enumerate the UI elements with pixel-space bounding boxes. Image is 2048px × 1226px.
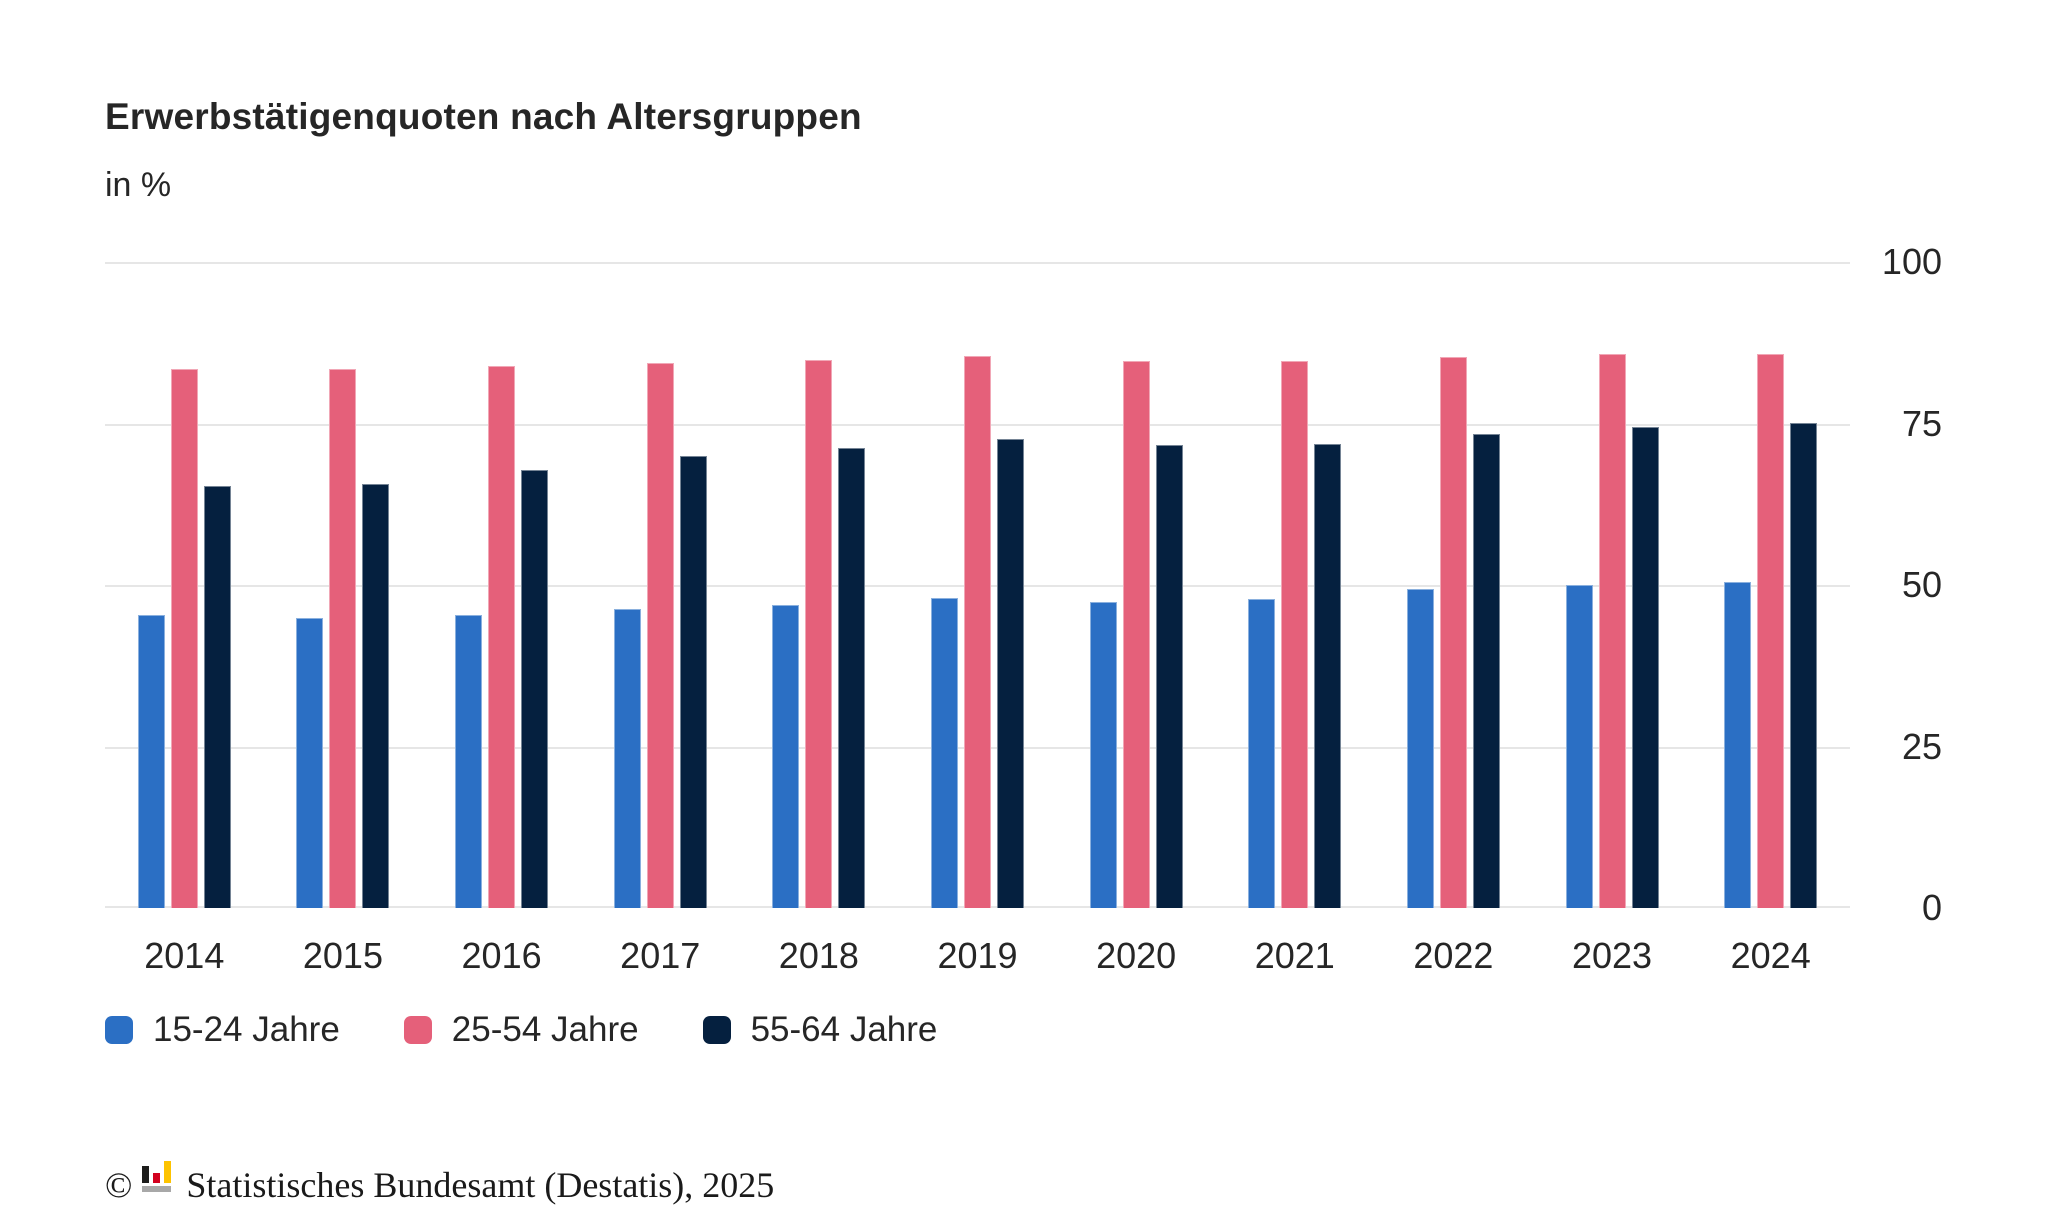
bar-15-24-jahre-2023 <box>1565 585 1593 908</box>
bar-55-64-jahre-2019 <box>996 439 1024 908</box>
legend-swatch-55-64-jahre <box>702 1016 731 1044</box>
bar-15-24-jahre-2020 <box>1089 601 1117 908</box>
bar-15-24-jahre-2015 <box>296 617 324 908</box>
bar-15-24-jahre-2021 <box>1248 599 1276 908</box>
bar-group-2023 <box>1533 262 1692 908</box>
legend-item-25-54-jahre[interactable]: 25-54 Jahre <box>403 1010 639 1050</box>
bar-55-64-jahre-2018 <box>838 448 866 908</box>
bar-55-64-jahre-2016 <box>521 470 549 908</box>
x-axis-label-2019: 2019 <box>937 935 1018 976</box>
bar-group-2024 <box>1691 262 1850 908</box>
x-axis-label-2021: 2021 <box>1254 935 1335 976</box>
y-axis-label-100: 100 <box>1881 241 1942 282</box>
bar-15-24-jahre-2014 <box>137 614 165 908</box>
bar-25-54-jahre-2020 <box>1122 361 1150 908</box>
bar-15-24-jahre-2019 <box>930 597 958 908</box>
legend-label-25-54-jahre: 25-54 Jahre <box>451 1010 639 1049</box>
legend-label-55-64-jahre: 55-64 Jahre <box>750 1010 938 1049</box>
y-axis-label-75: 75 <box>1901 402 1942 444</box>
copyright-symbol: © <box>105 1165 133 1205</box>
source-text: Statistisches Bundesamt (Destatis), 2025 <box>186 1165 775 1205</box>
bar-25-54-jahre-2014 <box>170 368 198 908</box>
legend-item-15-24-jahre[interactable]: 15-24 Jahre <box>105 1010 340 1050</box>
bar-group-2016 <box>422 262 581 908</box>
bar-25-54-jahre-2018 <box>805 359 833 908</box>
bar-15-24-jahre-2017 <box>613 608 641 908</box>
legend-swatch-15-24-jahre <box>105 1016 133 1044</box>
bar-group-2020 <box>1057 262 1216 908</box>
bar-25-54-jahre-2015 <box>329 368 357 908</box>
x-axis-label-2014: 2014 <box>144 935 225 976</box>
bar-55-64-jahre-2021 <box>1314 444 1342 908</box>
y-axis-label-50: 50 <box>1901 564 1942 605</box>
bar-group-2022 <box>1374 262 1533 908</box>
legend-item-55-64-jahre[interactable]: 55-64 Jahre <box>702 1010 938 1050</box>
bar-25-54-jahre-2023 <box>1598 354 1626 908</box>
gridline-100 <box>105 262 1850 264</box>
y-axis: 0 25 50 75 100 <box>1842 242 1942 928</box>
bar-55-64-jahre-2022 <box>1472 434 1500 908</box>
x-axis-label-2017: 2017 <box>620 935 701 976</box>
legend-swatch-25-54-jahre <box>403 1016 432 1044</box>
bar-group-2017 <box>581 262 740 908</box>
x-axis-label-2016: 2016 <box>461 935 542 976</box>
bar-15-24-jahre-2022 <box>1406 588 1434 908</box>
bar-55-64-jahre-2024 <box>1790 422 1818 908</box>
bar-group-2019 <box>898 262 1057 908</box>
bar-group-2014 <box>105 262 264 908</box>
source-line: © Statistisches Bundesamt (Destatis), 20… <box>105 1156 774 1207</box>
plot-area <box>105 262 1850 908</box>
x-axis-label-2023: 2023 <box>1571 935 1653 976</box>
x-axis: 2014 2015 2016 2017 2018 2019 2020 2021 2022 2023… <box>105 934 1850 982</box>
x-axis-label-2024: 2024 <box>1730 935 1811 976</box>
y-axis-label-25: 25 <box>1901 725 1942 767</box>
bar-55-64-jahre-2017 <box>679 455 707 908</box>
bar-55-64-jahre-2015 <box>362 483 390 908</box>
page-title: Erwerbstätigenquoten nach Altersgruppen <box>105 96 862 137</box>
bar-25-54-jahre-2017 <box>646 362 674 908</box>
bar-25-54-jahre-2019 <box>963 355 991 908</box>
bar-group-2018 <box>740 262 899 908</box>
bar-55-64-jahre-2023 <box>1631 426 1659 908</box>
bar-15-24-jahre-2016 <box>455 615 483 908</box>
destatis-logo-icon <box>142 1156 176 1202</box>
bar-25-54-jahre-2021 <box>1281 360 1309 908</box>
bar-25-54-jahre-2024 <box>1757 353 1785 908</box>
bar-55-64-jahre-2020 <box>1155 445 1183 908</box>
bar-15-24-jahre-2024 <box>1724 582 1752 908</box>
legend-label-15-24-jahre: 15-24 Jahre <box>153 1010 340 1049</box>
x-axis-label-2018: 2018 <box>778 935 859 976</box>
bar-55-64-jahre-2014 <box>203 486 231 908</box>
bar-25-54-jahre-2022 <box>1439 356 1467 908</box>
page-subtitle: in % <box>105 166 172 204</box>
bar-25-54-jahre-2016 <box>488 366 516 908</box>
x-axis-label-2015: 2015 <box>302 935 383 976</box>
legend: 15-24 Jahre 25-54 Jahre 55-64 Jahre <box>105 1010 937 1050</box>
x-axis-label-2020: 2020 <box>1096 935 1177 976</box>
bar-group-2015 <box>264 262 423 908</box>
bar-group-2021 <box>1215 262 1374 908</box>
y-axis-label-0: 0 <box>1921 887 1942 928</box>
bar-15-24-jahre-2018 <box>772 605 800 908</box>
x-axis-label-2022: 2022 <box>1413 935 1494 976</box>
